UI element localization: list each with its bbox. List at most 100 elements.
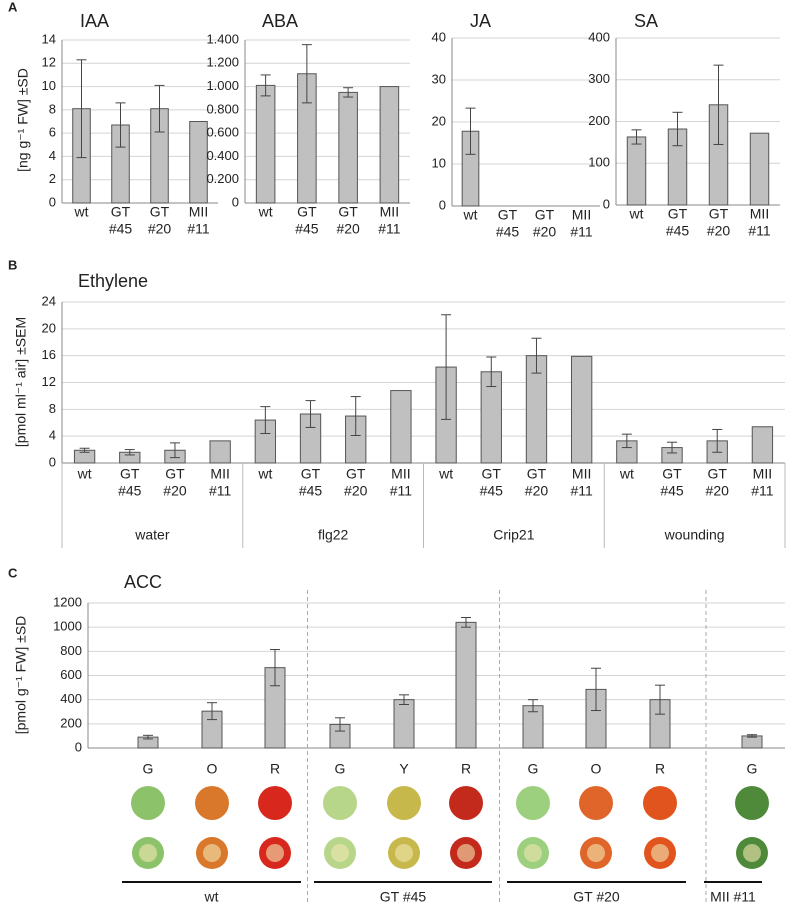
bar: [749, 132, 770, 206]
group-label: flg22: [318, 527, 349, 543]
y-tick-label: 8: [49, 101, 56, 116]
y-axis-label: [pmol ml⁻¹ air] ±SEM: [13, 317, 29, 447]
x-tick-label: G: [528, 761, 539, 777]
group-label: wounding: [664, 527, 725, 543]
panel-letter: C: [8, 565, 18, 580]
x-tick-label: wt: [463, 207, 478, 223]
y-axis-label: [pmol g⁻¹ FW] ±SD: [13, 616, 29, 735]
tomato-flesh: [266, 844, 284, 862]
tomato-whole: [516, 786, 550, 820]
x-tick-label: O: [207, 761, 218, 777]
tomato-whole: [323, 786, 357, 820]
tomato-whole: [258, 786, 292, 820]
x-tick-label: wt: [74, 204, 89, 220]
y-tick-label: 300: [588, 71, 610, 86]
x-tick-label: GT: [346, 466, 366, 482]
x-tick-label: R: [461, 761, 471, 777]
x-tick-label: GT: [297, 204, 317, 220]
tomato-flesh: [395, 844, 413, 862]
x-tick-label: GT: [111, 204, 131, 220]
tomato-flesh: [587, 844, 605, 862]
y-tick-label: 1.200: [206, 55, 239, 70]
y-tick-label: 40: [432, 29, 446, 44]
y-tick-label: 100: [588, 155, 610, 170]
y-tick-label: 0: [232, 194, 239, 209]
x-tick-label: #11: [390, 483, 413, 499]
x-tick-label: #45: [666, 223, 690, 239]
x-tick-label: GT: [707, 466, 727, 482]
x-tick-label: MII: [391, 466, 410, 482]
x-tick-label: #20: [707, 223, 731, 239]
chart-title: ACC: [124, 572, 162, 592]
x-tick-label: #45: [660, 483, 684, 499]
chart-title: Ethylene: [78, 271, 148, 291]
x-tick-label: MII: [189, 204, 208, 220]
y-tick-label: 0.600: [206, 125, 239, 140]
tomato-flesh: [651, 844, 669, 862]
y-tick-label: 200: [588, 113, 610, 128]
y-tick-label: 4: [49, 148, 56, 163]
chart-title: JA: [470, 11, 491, 31]
bar: [255, 84, 276, 204]
tomato-whole: [387, 786, 421, 820]
panel-letter: A: [8, 0, 18, 14]
x-tick-label: wt: [619, 466, 634, 482]
y-tick-label: 600: [60, 667, 82, 682]
x-tick-label: MII: [753, 466, 772, 482]
y-tick-label: 30: [432, 71, 446, 86]
y-tick-label: 10: [432, 155, 446, 170]
x-tick-label: MII: [572, 207, 591, 223]
y-tick-label: 6: [49, 125, 56, 140]
y-tick-label: 4: [49, 428, 56, 443]
tomato-whole: [643, 786, 677, 820]
x-tick-label: GT: [338, 204, 358, 220]
y-axis-label: [ng g⁻¹ FW] ±SD: [15, 68, 31, 172]
y-tick-label: 14: [42, 31, 56, 46]
group-label: wt: [204, 889, 219, 905]
bar: [209, 440, 231, 464]
x-tick-label: Y: [399, 761, 409, 777]
x-tick-label: #11: [378, 221, 401, 237]
x-tick-label: #45: [295, 221, 319, 237]
tomato-whole: [131, 786, 165, 820]
y-tick-label: 2: [49, 171, 56, 186]
x-tick-label: O: [591, 761, 602, 777]
bar: [751, 426, 774, 464]
y-tick-label: 0: [49, 454, 56, 469]
chart-title: SA: [634, 11, 658, 31]
x-tick-label: #11: [751, 483, 774, 499]
x-tick-label: #11: [748, 223, 771, 239]
y-tick-label: 16: [42, 347, 56, 362]
panel-letter: B: [8, 257, 17, 272]
chart-title: ABA: [262, 11, 298, 31]
x-tick-label: #20: [525, 483, 549, 499]
x-tick-label: R: [655, 761, 665, 777]
x-tick-label: wt: [438, 466, 453, 482]
tomato-whole: [735, 786, 769, 820]
x-tick-label: #20: [148, 221, 172, 237]
y-tick-label: 0: [439, 197, 446, 212]
x-tick-label: GT: [662, 466, 682, 482]
bar: [189, 121, 208, 204]
y-tick-label: 10: [42, 78, 56, 93]
x-tick-label: #20: [706, 483, 730, 499]
tomato-flesh: [457, 844, 475, 862]
bar: [570, 355, 593, 464]
tomato-flesh: [203, 844, 221, 862]
group-label: GT #20: [573, 889, 620, 905]
group-label: Crip21: [493, 527, 534, 543]
y-tick-label: 0.800: [206, 101, 239, 116]
x-tick-label: MII: [380, 204, 399, 220]
chart-title: IAA: [80, 11, 109, 31]
tomato-whole: [195, 786, 229, 820]
y-tick-label: 200: [60, 715, 82, 730]
x-tick-label: #45: [496, 224, 520, 240]
y-tick-label: 20: [432, 113, 446, 128]
x-tick-label: GT: [120, 466, 140, 482]
x-tick-label: #20: [336, 221, 360, 237]
bar: [393, 699, 415, 749]
bar: [741, 735, 763, 749]
tomato-flesh: [331, 844, 349, 862]
y-tick-label: 1200: [53, 594, 82, 609]
